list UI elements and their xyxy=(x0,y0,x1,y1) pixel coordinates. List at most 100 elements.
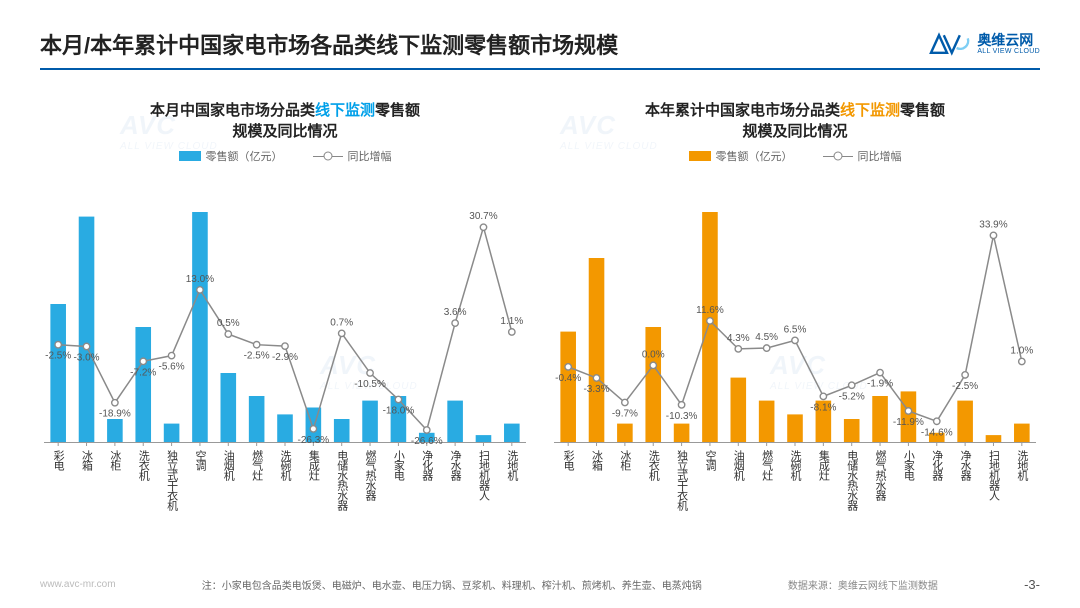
title-seg: 规模及同比情况 xyxy=(742,123,847,140)
svg-text:6.5%: 6.5% xyxy=(784,324,807,335)
svg-text:-18.9%: -18.9% xyxy=(99,409,131,420)
svg-text:洗地机: 洗地机 xyxy=(1016,450,1029,481)
legend-line: 同比增幅 xyxy=(313,148,392,164)
svg-text:0.5%: 0.5% xyxy=(217,318,240,329)
svg-text:-10.5%: -10.5% xyxy=(354,379,386,390)
svg-text:电储水热水器: 电储水热水器 xyxy=(846,450,859,512)
svg-text:30.7%: 30.7% xyxy=(469,211,497,222)
left-chart-title: 本月中国家电市场分品类线下监测零售额 规模及同比情况 xyxy=(40,100,530,142)
logo-cn: 奥维云网 xyxy=(977,33,1040,48)
svg-text:-5.2%: -5.2% xyxy=(839,391,865,402)
footer-source: 数据来源：奥维云网线下监测数据 xyxy=(788,577,938,592)
svg-text:-5.6%: -5.6% xyxy=(159,362,185,373)
svg-text:-2.5%: -2.5% xyxy=(45,351,71,362)
svg-text:燃气热水器: 燃气热水器 xyxy=(364,449,377,502)
svg-text:洗地机: 洗地机 xyxy=(506,450,518,481)
title-highlight: 线下监测 xyxy=(840,102,900,119)
legend-bar: 零售额（亿元） xyxy=(179,148,283,164)
svg-text:电储水热水器: 电储水热水器 xyxy=(336,450,349,512)
svg-text:13.0%: 13.0% xyxy=(186,274,214,285)
svg-text:-2.9%: -2.9% xyxy=(272,352,298,363)
svg-text:洗碗机: 洗碗机 xyxy=(279,450,292,481)
svg-text:冰箱: 冰箱 xyxy=(591,450,604,472)
svg-text:-2.5%: -2.5% xyxy=(952,381,978,392)
svg-text:独立式干衣机: 独立式干衣机 xyxy=(166,450,179,511)
svg-text:集成灶: 集成灶 xyxy=(817,449,830,482)
svg-text:-11.9%: -11.9% xyxy=(893,417,924,428)
legend-label: 零售额（亿元） xyxy=(206,148,283,164)
svg-text:4.5%: 4.5% xyxy=(755,332,778,343)
left-legend: 零售额（亿元） 同比增幅 xyxy=(40,148,530,164)
svg-text:-18.0%: -18.0% xyxy=(383,406,415,417)
title-highlight: 线下监测 xyxy=(315,102,375,119)
svg-text:冰箱: 冰箱 xyxy=(81,450,94,472)
logo: 奥维云网 ALL VIEW CLOUD xyxy=(923,30,1040,58)
svg-text:0.7%: 0.7% xyxy=(330,317,353,328)
logo-en: ALL VIEW CLOUD xyxy=(977,48,1040,55)
logo-text: 奥维云网 ALL VIEW CLOUD xyxy=(977,33,1040,55)
svg-text:-3.0%: -3.0% xyxy=(73,352,99,363)
svg-text:3.6%: 3.6% xyxy=(444,307,467,318)
page-number: -3- xyxy=(1024,577,1040,592)
svg-text:彩电: 彩电 xyxy=(52,450,65,471)
left-plot-svg: 彩电冰箱冰柜洗衣机独立式干衣机空调油烟机燃气灶洗碗机集成灶电储水热水器燃气热水器… xyxy=(40,172,530,502)
left-plot: 彩电冰箱冰柜洗衣机独立式干衣机空调油烟机燃气灶洗碗机集成灶电储水热水器燃气热水器… xyxy=(40,172,530,502)
avc-logo-icon xyxy=(923,30,971,58)
svg-text:-10.3%: -10.3% xyxy=(666,411,698,422)
legend-label: 零售额（亿元） xyxy=(716,148,793,164)
svg-text:空调: 空调 xyxy=(194,449,207,472)
svg-text:油烟机: 油烟机 xyxy=(222,449,235,481)
svg-text:冰柜: 冰柜 xyxy=(109,450,122,472)
svg-text:-1.9%: -1.9% xyxy=(867,379,893,390)
header: 本月/本年累计中国家电市场各品类线下监测零售额市场规模 奥维云网 ALL VIE… xyxy=(40,20,1040,70)
title-seg: 本年累计中国家电市场分品类 xyxy=(645,102,840,119)
svg-text:冰柜: 冰柜 xyxy=(619,450,632,472)
footer-url: www.avc-mr.com xyxy=(40,579,116,590)
footer-note: 注：小家电包含品类电饭煲、电磁炉、电水壶、电压力锅、豆浆机、料理机、榨汁机、煎烤… xyxy=(202,577,702,592)
svg-text:扫地机器人: 扫地机器人 xyxy=(477,450,490,501)
svg-text:小家电: 小家电 xyxy=(392,450,405,481)
page-title: 本月/本年累计中国家电市场各品类线下监测零售额市场规模 xyxy=(40,28,618,60)
right-legend: 零售额（亿元） 同比增幅 xyxy=(550,148,1040,164)
slide: 本月/本年累计中国家电市场各品类线下监测零售额市场规模 奥维云网 ALL VIE… xyxy=(0,0,1080,608)
svg-text:净化器: 净化器 xyxy=(931,449,944,482)
svg-text:空调: 空调 xyxy=(704,449,717,472)
svg-text:洗衣机: 洗衣机 xyxy=(137,450,150,481)
footer: www.avc-mr.com 注：小家电包含品类电饭煲、电磁炉、电水壶、电压力锅… xyxy=(40,577,1040,592)
charts-row: 本月中国家电市场分品类线下监测零售额 规模及同比情况 零售额（亿元） 同比增幅 … xyxy=(40,100,1040,548)
svg-text:-2.5%: -2.5% xyxy=(244,351,270,362)
svg-text:-26.6%: -26.6% xyxy=(411,436,443,447)
legend-label: 同比增幅 xyxy=(348,148,392,164)
svg-text:彩电: 彩电 xyxy=(562,450,575,471)
svg-text:燃气灶: 燃气灶 xyxy=(251,449,264,482)
svg-text:燃气热水器: 燃气热水器 xyxy=(874,449,887,502)
left-chart-panel: 本月中国家电市场分品类线下监测零售额 规模及同比情况 零售额（亿元） 同比增幅 … xyxy=(40,100,530,548)
svg-text:-9.7%: -9.7% xyxy=(612,409,638,420)
svg-text:1.1%: 1.1% xyxy=(500,316,523,327)
legend-bar: 零售额（亿元） xyxy=(689,148,793,164)
right-plot-svg: 彩电冰箱冰柜洗衣机独立式干衣机空调油烟机燃气灶洗碗机集成灶电储水热水器燃气热水器… xyxy=(550,172,1040,502)
svg-text:0.0%: 0.0% xyxy=(642,349,665,360)
svg-text:净水器: 净水器 xyxy=(449,449,462,482)
svg-text:集成灶: 集成灶 xyxy=(307,449,320,482)
svg-text:11.6%: 11.6% xyxy=(696,305,724,316)
svg-text:净化器: 净化器 xyxy=(421,449,434,482)
svg-text:净水器: 净水器 xyxy=(959,449,972,482)
title-seg: 零售额 xyxy=(375,102,420,119)
svg-text:油烟机: 油烟机 xyxy=(732,449,745,481)
svg-text:1.0%: 1.0% xyxy=(1010,346,1033,357)
right-plot: 彩电冰箱冰柜洗衣机独立式干衣机空调油烟机燃气灶洗碗机集成灶电储水热水器燃气热水器… xyxy=(550,172,1040,502)
svg-text:扫地机器人: 扫地机器人 xyxy=(987,450,1000,501)
svg-text:燃气灶: 燃气灶 xyxy=(761,449,774,482)
legend-label: 同比增幅 xyxy=(858,148,902,164)
svg-text:33.9%: 33.9% xyxy=(979,219,1007,230)
svg-text:独立式干衣机: 独立式干衣机 xyxy=(676,450,689,511)
svg-text:4.3%: 4.3% xyxy=(727,333,750,344)
svg-text:-0.4%: -0.4% xyxy=(555,373,581,384)
svg-text:洗碗机: 洗碗机 xyxy=(789,450,802,481)
svg-text:-8.1%: -8.1% xyxy=(810,402,836,413)
svg-text:-14.6%: -14.6% xyxy=(921,427,953,438)
right-chart-panel: 本年累计中国家电市场分品类线下监测零售额 规模及同比情况 零售额（亿元） 同比增… xyxy=(550,100,1040,548)
title-seg: 零售额 xyxy=(900,102,945,119)
title-seg: 本月中国家电市场分品类 xyxy=(150,102,315,119)
